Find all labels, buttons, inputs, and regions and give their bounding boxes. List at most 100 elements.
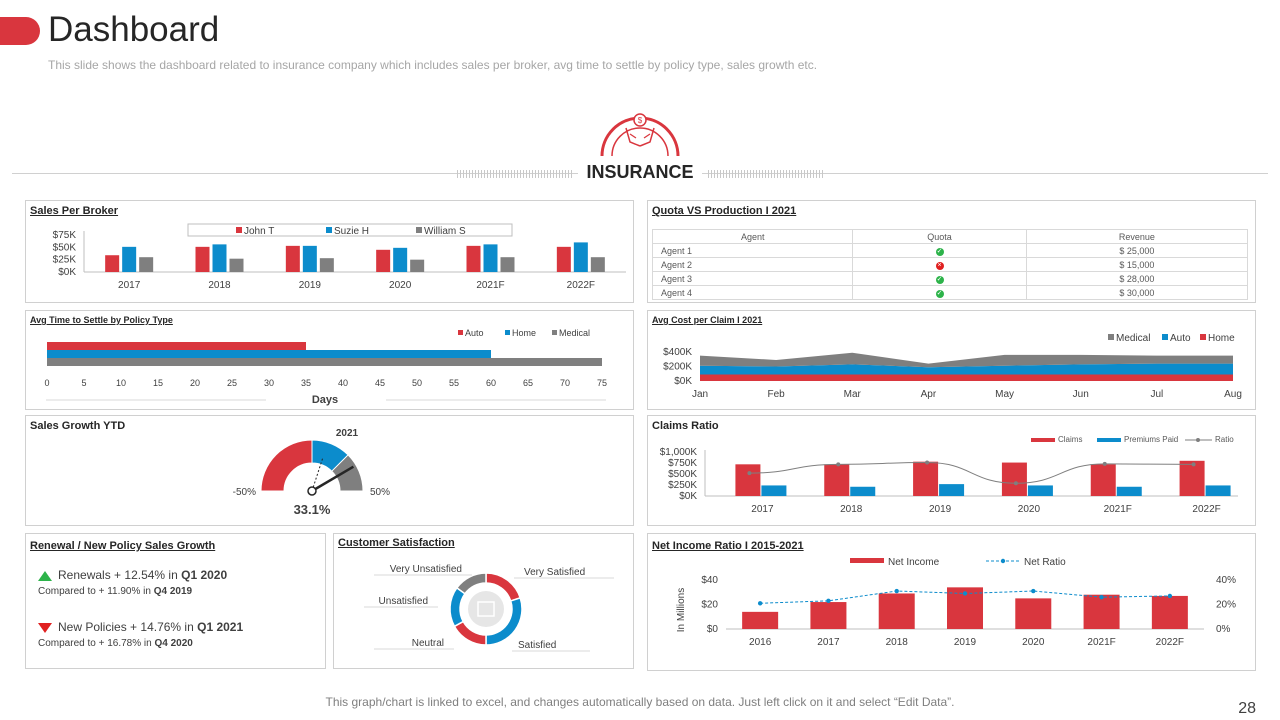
x-tick-label: 2021F	[1087, 637, 1115, 648]
donut-slice	[455, 572, 487, 595]
page-number: 28	[1238, 700, 1256, 717]
bar-william-s	[319, 258, 334, 272]
agent-cell: Agent 3	[651, 271, 854, 286]
sales-growth-panel: Sales Growth YTD -50% 50% 2021 33.1%	[25, 415, 634, 526]
y-tick-label: $400K	[663, 347, 692, 358]
net-ratio-point	[757, 601, 763, 606]
legend-label: Net Ratio	[1024, 557, 1066, 568]
footer-note: This graph/chart is linked to excel, and…	[325, 695, 955, 709]
donut-center	[468, 591, 504, 627]
y2-tick-label: 0%	[1216, 624, 1231, 635]
new-policies-label: New Policies	[58, 620, 127, 634]
bar-net-income	[1151, 595, 1188, 629]
y-tick-label: $750K	[668, 458, 697, 469]
bar-premiums-paid	[1116, 486, 1142, 496]
bar-william-s	[410, 259, 425, 272]
satisfaction-panel: Customer Satisfaction Very Satisfied Sati…	[333, 533, 634, 669]
bar-premiums-paid	[761, 485, 787, 496]
table-row: Agent 4 ✓ $ 30,000	[651, 285, 1249, 300]
x-tick-label: 60	[486, 378, 496, 388]
panel-title: Sales Per Broker	[30, 205, 119, 217]
arrow-up-icon	[38, 570, 52, 581]
quota-col-revenue: Revenue	[1025, 229, 1249, 244]
area-home	[700, 374, 1233, 381]
slice-label: Unsatisfied	[379, 596, 428, 607]
page-subtitle: This slide shows the dashboard related t…	[48, 58, 818, 72]
quota-col-quota: Quota	[852, 229, 1027, 244]
y-tick-label: $250K	[668, 480, 697, 491]
legend-label: Premiums Paid	[1124, 435, 1178, 444]
y2-tick-label: 20%	[1216, 600, 1236, 611]
quota-cell: ✓	[852, 243, 1027, 258]
donut-slice	[449, 586, 467, 628]
y-tick-label: $0K	[674, 376, 692, 387]
revenue-cell: $ 30,000	[1025, 285, 1249, 300]
new-policies-compare-period: Q4 2020	[154, 638, 193, 649]
x-tick-label: 2019	[299, 280, 322, 291]
bar-william-s	[229, 258, 244, 272]
y-tick-label: $0K	[58, 267, 76, 278]
y-axis-title: In Millions	[676, 588, 687, 632]
legend-swatch	[1200, 334, 1206, 340]
x-tick-label: 2022F	[567, 280, 595, 291]
bar-premiums-paid	[1027, 485, 1053, 496]
quota-panel: Quota VS Production I 2021 Agent Quota R…	[647, 200, 1256, 303]
svg-text:$: $	[638, 116, 643, 125]
ratio-point	[747, 471, 752, 476]
bar-premiums-paid	[1205, 485, 1231, 496]
y-tick-label: $40	[701, 575, 718, 586]
check-circle-icon: ✓	[935, 248, 944, 256]
slice-label: Satisfied	[518, 640, 556, 651]
panel-title: Claims Ratio	[652, 420, 719, 432]
renewals-label: Renewals	[58, 568, 111, 582]
renewals-period: Q1 2020	[181, 568, 228, 582]
legend-marker	[1000, 558, 1006, 564]
legend-swatch	[236, 227, 242, 233]
bar-suzie-h	[212, 244, 227, 272]
x-tick-label: 2020	[1022, 637, 1045, 648]
bar-claims	[1090, 464, 1116, 496]
gauge-needle	[311, 465, 355, 493]
x-tick-label: 2017	[118, 280, 141, 291]
gauge-pivot	[307, 486, 317, 496]
legend-label: Medical	[559, 328, 590, 338]
legend-swatch	[326, 227, 332, 233]
x-tick-label: Aug	[1224, 389, 1242, 400]
x-tick-label: 25	[227, 378, 237, 388]
bar-net-income	[1083, 594, 1120, 629]
avg-time-chart: 0 5 10 15 20 25 30 35 40 45 50 55 60 65 70 75 Days Auto Ho…	[44, 328, 607, 406]
legend-label: Home	[1208, 333, 1235, 344]
net-ratio-point	[894, 588, 899, 594]
legend-label: Claims	[1058, 435, 1082, 444]
bar-premiums-paid	[939, 484, 965, 496]
bar-claims	[1179, 460, 1205, 496]
quota-table: Agent Quota Revenue Agent 1 ✓ $ 25,000 Agen…	[651, 229, 1249, 300]
ratio-point	[925, 460, 930, 465]
bar-john-t	[285, 245, 300, 272]
legend-marker	[1196, 438, 1200, 442]
quota-cell: ✓	[852, 285, 1027, 300]
bar-john-t	[556, 246, 571, 272]
panel-title: Customer Satisfaction	[338, 537, 455, 549]
banner-rule-left	[12, 173, 578, 174]
bar-william-s	[139, 257, 154, 272]
bar-home	[47, 350, 491, 358]
legend-label: Suzie H	[334, 226, 369, 237]
x-tick-label: 0	[44, 378, 49, 388]
bar-claims	[735, 464, 761, 496]
y-tick-label: $50K	[53, 242, 77, 253]
panel-title: Net Income Ratio I 2015-2021	[652, 540, 804, 552]
renewals-change: + 12.54% in	[114, 568, 178, 582]
bar-claims	[913, 461, 939, 496]
ratio-point	[1102, 461, 1107, 466]
bar-suzie-h	[483, 244, 498, 272]
renewals-compare-period: Q4 2019	[153, 586, 193, 597]
bar-john-t	[466, 245, 481, 272]
slice-label: Very Unsatisfied	[390, 564, 462, 575]
legend-swatch	[552, 330, 557, 335]
bar-claims	[824, 464, 850, 496]
net-income-chart: $0 0% $20 20% $40 40% In Millions 2016 2017 2018 2…	[676, 557, 1236, 648]
slice-label: Neutral	[412, 638, 444, 649]
legend-swatch	[1031, 438, 1055, 442]
bar-net-income	[810, 602, 847, 629]
